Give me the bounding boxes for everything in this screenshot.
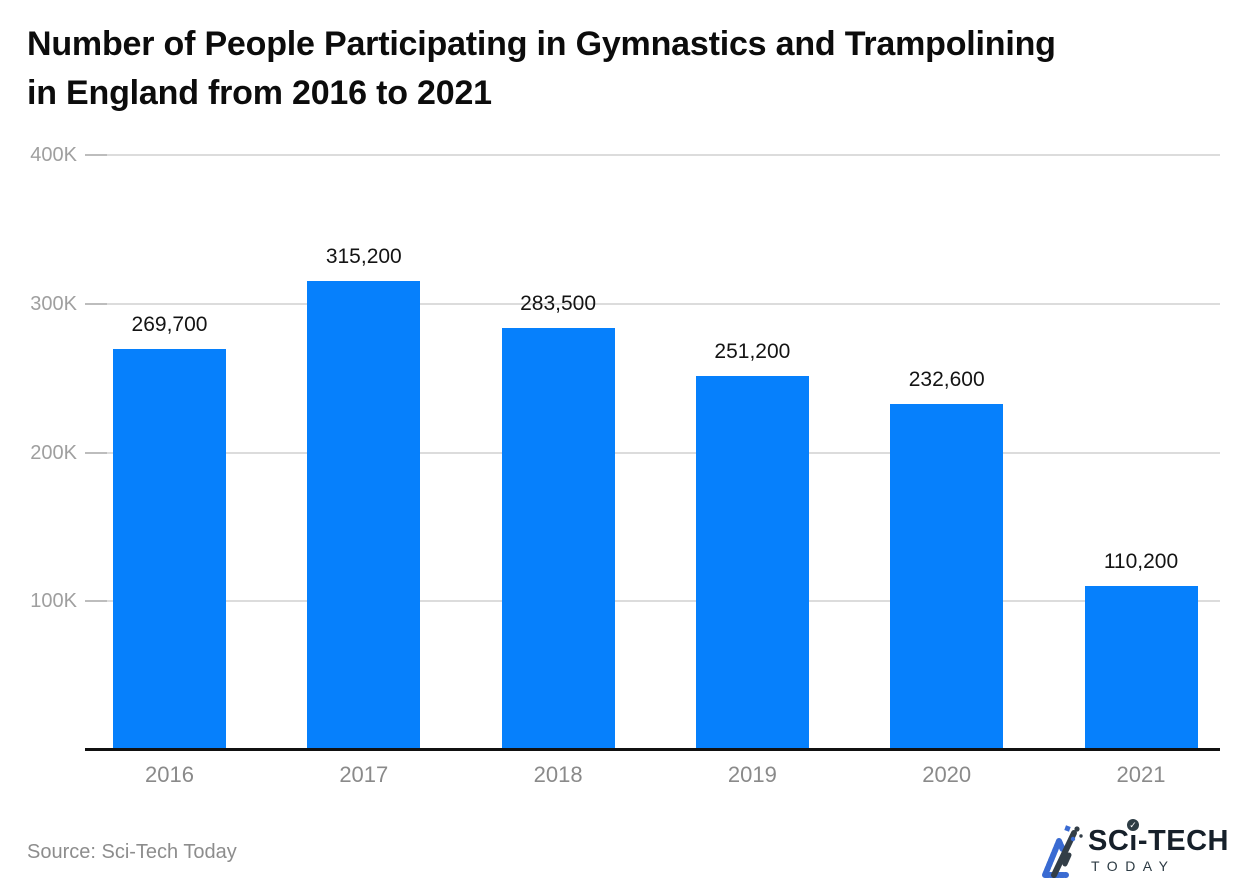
x-axis-label-2020: 2020 <box>922 762 972 787</box>
y-axis-tick-mark <box>85 600 107 603</box>
bar-2016 <box>113 348 226 750</box>
bar-value-label-2019: 251,200 <box>714 340 791 364</box>
y-axis-tick-label: 100K <box>30 590 77 613</box>
source-attribution: Source: Sci-Tech Today <box>27 841 237 863</box>
scitech-logo-subtitle: TODAY <box>1091 858 1176 874</box>
y-axis-tick-label: 400K <box>30 144 77 166</box>
bar-2019 <box>695 376 809 750</box>
x-axis-label-2016: 2016 <box>145 762 194 787</box>
gridline-100K <box>85 600 1220 603</box>
scitech-logo-text: SCı ✓ -TECH TODAY <box>1088 819 1229 874</box>
bar-value-label-2018: 283,500 <box>520 292 597 316</box>
gridline-200K <box>85 451 1220 454</box>
scitech-logo-icon <box>1038 824 1084 880</box>
y-axis-tick-label: 200K <box>30 441 77 464</box>
bar-value-label-2021: 110,200 <box>1103 550 1179 574</box>
scitech-logo-name: SCı ✓ -TECH <box>1088 819 1229 857</box>
bar-value-label-2016: 269,700 <box>131 312 208 336</box>
bar-2017 <box>307 281 421 750</box>
check-icon: ✓ <box>1127 819 1140 831</box>
gridline-300K <box>85 302 1220 305</box>
scitech-logo: SCı ✓ -TECH TODAY <box>1038 819 1228 882</box>
x-axis-label-2019: 2019 <box>727 762 777 787</box>
bar-value-label-2017: 315,200 <box>325 245 402 269</box>
bar-2021 <box>1084 586 1198 750</box>
bar-2020 <box>890 404 1004 750</box>
y-axis-tick-label: 300K <box>30 292 77 315</box>
y-axis-tick-mark <box>85 302 107 305</box>
x-axis-label-2017: 2017 <box>339 762 389 787</box>
x-axis-line <box>85 748 1220 751</box>
bar-2018 <box>501 328 615 750</box>
x-axis-label-2018: 2018 <box>533 762 583 787</box>
gridline-400K <box>85 154 1220 156</box>
bar-value-label-2020: 232,600 <box>908 368 985 391</box>
y-axis-tick-mark <box>85 154 107 156</box>
chart-title: Number of People Participating in Gymnas… <box>27 25 1056 113</box>
y-axis-tick-mark <box>85 451 107 454</box>
x-axis-label-2021: 2021 <box>1116 762 1166 787</box>
